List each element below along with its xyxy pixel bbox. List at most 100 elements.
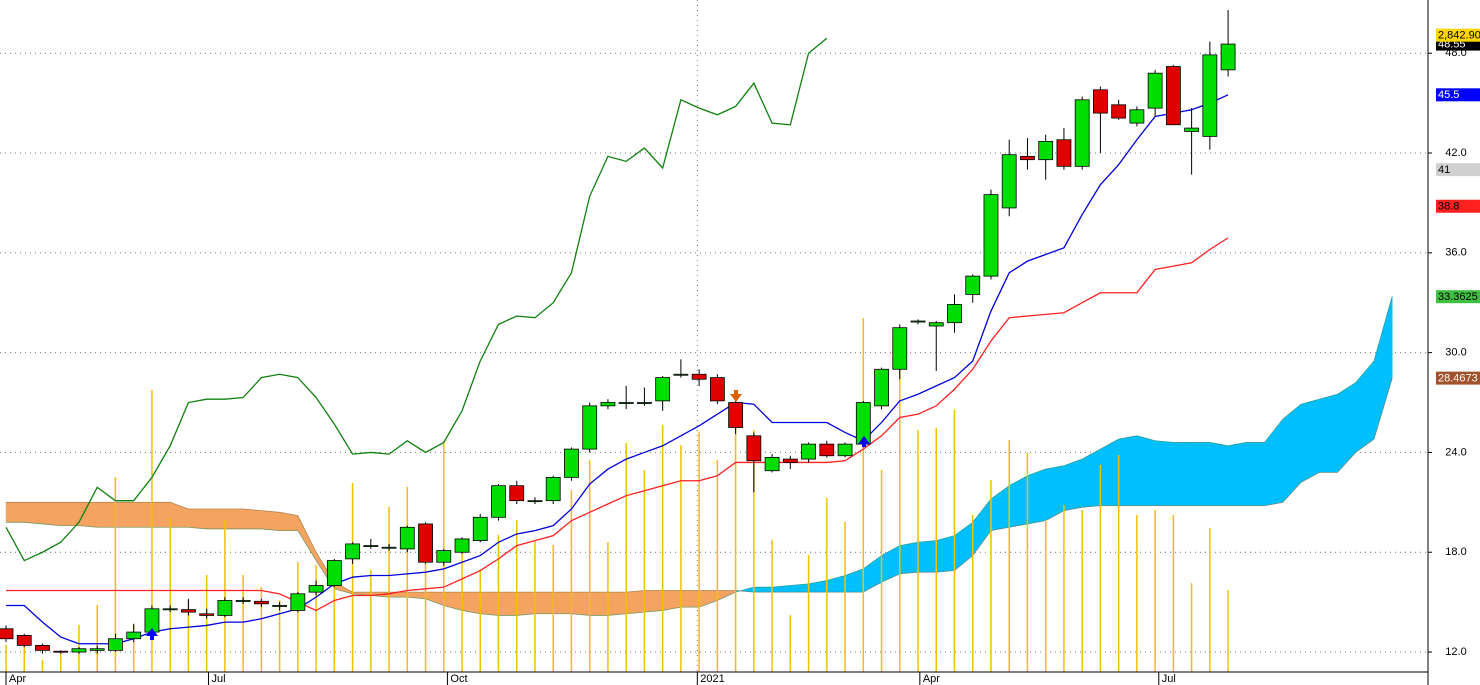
candle-body xyxy=(1147,72,1163,109)
candle-body xyxy=(819,443,835,457)
cloud-segment xyxy=(1300,398,1320,483)
y-tick-label: 12.0 xyxy=(1445,646,1466,658)
candle-body xyxy=(1165,66,1181,126)
cloud-segment xyxy=(1227,442,1247,506)
value-tag-label: 33.3625 xyxy=(1438,291,1478,303)
candle-body xyxy=(1202,54,1218,137)
candle-body xyxy=(801,443,816,460)
cloud-segment xyxy=(60,502,80,526)
cloud-segment xyxy=(96,502,116,528)
candle-body xyxy=(637,402,652,404)
cloud-segment xyxy=(151,502,171,528)
cloud-segment xyxy=(1191,442,1211,506)
candle-body xyxy=(1001,154,1017,209)
candle-body xyxy=(655,377,671,402)
value-tag-label: 45.5 xyxy=(1438,89,1459,101)
y-tick-label: 18.0 xyxy=(1445,546,1466,558)
candle-body xyxy=(709,377,725,402)
cloud-segment xyxy=(261,510,280,531)
y-tick-label: 36.0 xyxy=(1445,247,1466,259)
candle-body xyxy=(1184,127,1200,132)
value-tag-label: 28.4673 xyxy=(1438,373,1478,385)
candle-body xyxy=(691,373,707,380)
candle-body xyxy=(782,458,798,463)
cloud-segment xyxy=(188,508,207,530)
x-tick-label: Jul xyxy=(211,673,225,685)
cloud-segment xyxy=(1100,438,1119,506)
candle-body xyxy=(874,368,889,407)
candle-body xyxy=(217,600,233,616)
candle-body xyxy=(418,523,433,563)
candle-body xyxy=(728,402,744,428)
candle-body xyxy=(564,448,579,478)
candle-body xyxy=(582,405,598,450)
candle-body xyxy=(527,500,543,503)
candle-body xyxy=(71,648,87,653)
cloud-segment xyxy=(571,591,590,616)
cloud-segment xyxy=(1319,393,1338,473)
lines-layer xyxy=(5,37,1229,645)
candle-body xyxy=(454,538,470,553)
cloud-segment xyxy=(1154,440,1174,506)
cloud-segment xyxy=(899,541,919,575)
indicator-line xyxy=(5,37,828,562)
candle-body xyxy=(253,600,269,605)
candle-body xyxy=(381,546,397,549)
candle-body xyxy=(162,608,178,611)
candle-body xyxy=(181,609,196,613)
cloud-segment xyxy=(680,590,700,608)
candle-body xyxy=(600,402,616,407)
cloud-segment xyxy=(1027,468,1046,525)
candle-body xyxy=(618,402,634,404)
y-tick-label: 30.0 xyxy=(1445,347,1466,359)
value-tag xyxy=(1436,371,1480,385)
cloud-segment xyxy=(115,502,134,528)
candle-body xyxy=(928,322,944,327)
candle-body xyxy=(1220,43,1236,71)
cloud-segment xyxy=(625,590,645,615)
candles-layer xyxy=(0,9,1236,654)
cloud-segment xyxy=(1246,442,1265,506)
cloud-segment xyxy=(516,591,536,616)
candle-body xyxy=(1129,109,1145,124)
candle-body xyxy=(326,560,342,586)
x-tick-label: 2021 xyxy=(700,673,724,685)
candle-body xyxy=(892,327,908,370)
candle-body xyxy=(910,320,926,323)
candle-body xyxy=(53,650,69,653)
candle-body xyxy=(1038,140,1054,161)
candle-body xyxy=(235,600,251,602)
candle-body xyxy=(345,543,360,560)
sell-signal-arrow xyxy=(730,390,742,402)
indicator-line xyxy=(6,94,1229,645)
candle-body xyxy=(308,585,324,593)
candle-body xyxy=(491,485,506,518)
value-tag xyxy=(1436,88,1480,102)
value-tag xyxy=(1436,199,1480,213)
value-tag xyxy=(1436,290,1480,304)
cloud-segment xyxy=(480,591,499,616)
buy-signal-arrow xyxy=(858,436,870,447)
candle-body xyxy=(965,275,981,295)
cloud-layer xyxy=(5,295,1393,616)
candle-body xyxy=(1020,155,1035,161)
buy-signal-arrow xyxy=(146,628,158,640)
cloud-segment xyxy=(1118,435,1138,506)
value-tag-label: 38.8 xyxy=(1438,201,1459,213)
candle-body xyxy=(746,435,762,462)
value-tag xyxy=(1436,163,1480,177)
cloud-segment xyxy=(461,591,481,615)
candle-body xyxy=(108,638,123,651)
cloud-segment xyxy=(753,586,773,593)
cloud-segment xyxy=(206,508,226,530)
cloud-segment xyxy=(1173,442,1192,506)
x-tick-label: Oct xyxy=(450,673,467,685)
cloud-segment xyxy=(242,508,262,530)
cloud-segment xyxy=(607,591,627,616)
cloud-segment xyxy=(1136,435,1156,506)
cloud-segment xyxy=(1209,442,1229,506)
candle-body xyxy=(947,303,962,324)
cloud-segment xyxy=(589,591,609,616)
